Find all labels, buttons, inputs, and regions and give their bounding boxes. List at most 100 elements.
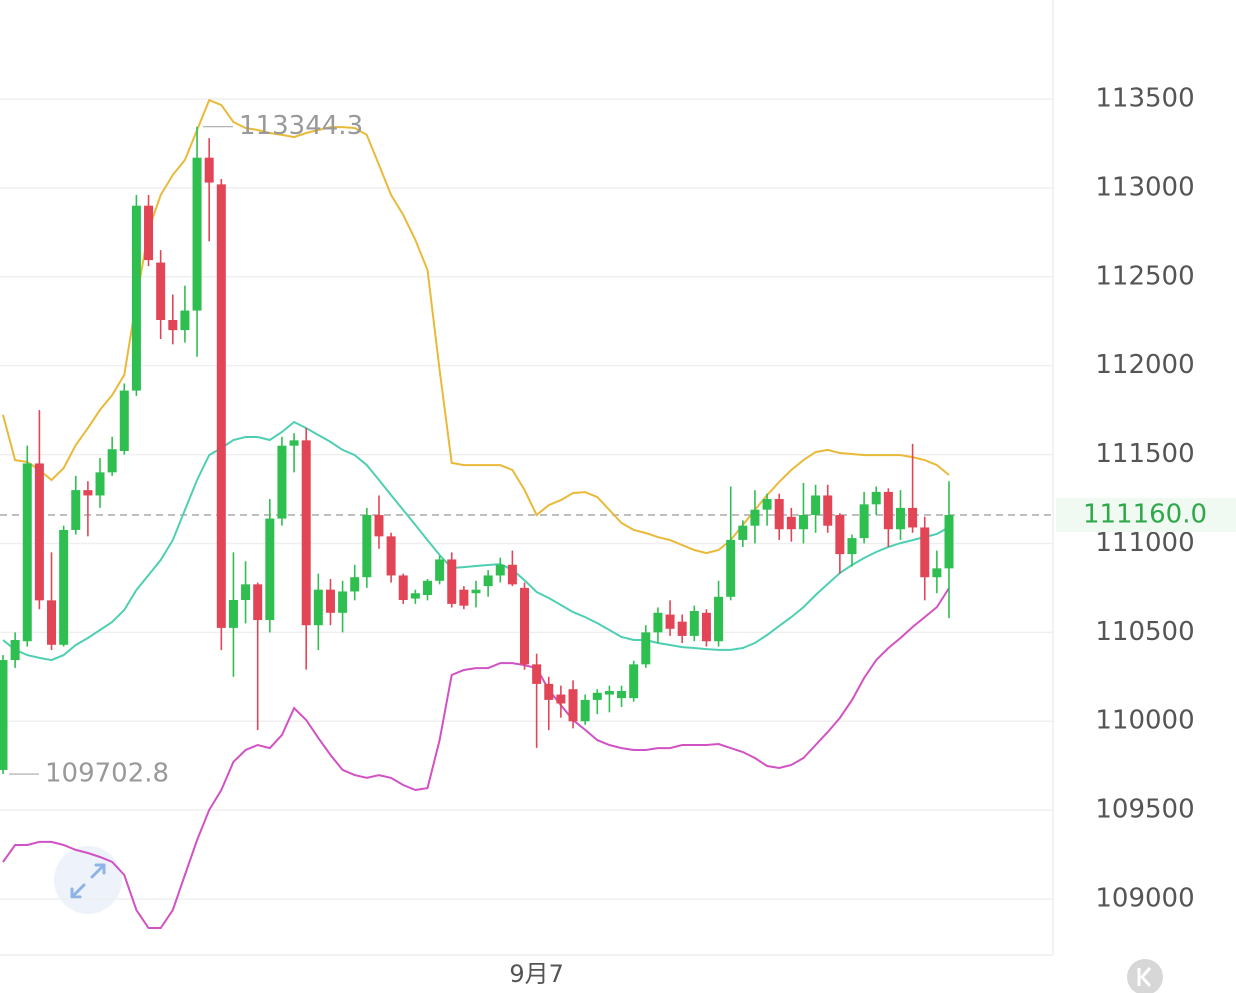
candle-body (544, 683, 554, 700)
candle-body (350, 577, 360, 592)
candle-body (495, 564, 505, 576)
candle-body (859, 504, 869, 539)
candle-body (253, 584, 263, 621)
candle-body (119, 390, 129, 452)
candle-body (556, 694, 566, 704)
candle-body (811, 495, 821, 516)
candle-body (47, 600, 57, 645)
candle-body (641, 632, 651, 665)
candle-body (714, 596, 724, 642)
candle-body (738, 525, 748, 540)
expand-icon-bg[interactable] (54, 846, 122, 914)
band-line (2, 420, 950, 662)
collapse-button[interactable] (1127, 959, 1163, 993)
candle-body (410, 593, 420, 599)
candle-body (580, 699, 590, 722)
y-tick-label: 113500 (1095, 84, 1194, 114)
candle-body (192, 157, 202, 311)
candle-body (701, 612, 711, 642)
candle-body (386, 536, 396, 576)
candle-body (908, 507, 918, 528)
candle-body (228, 599, 238, 628)
candle-body (629, 664, 639, 699)
candle-body (847, 538, 857, 555)
candle-body (338, 591, 348, 613)
candle-body (592, 692, 602, 700)
last-price-label: 111160.0 (1083, 500, 1207, 530)
y-tick-label: 112500 (1095, 261, 1194, 291)
candle-body (22, 463, 32, 642)
candle-body (10, 639, 20, 661)
candle-body (435, 559, 445, 581)
expand-icon[interactable] (54, 846, 122, 914)
candle-body (107, 449, 117, 473)
candle-body (325, 589, 335, 613)
y-tick-label: 110000 (1095, 706, 1194, 736)
candle-body (204, 157, 214, 183)
candle-body (265, 518, 275, 621)
candle-body (422, 580, 432, 596)
plot (0, 98, 1053, 929)
candle-body (144, 205, 154, 261)
collapse-button-bg[interactable] (1127, 959, 1163, 993)
max-marker-label: 113344.3 (239, 111, 363, 141)
candle-body (786, 516, 796, 530)
candle-body (168, 319, 178, 331)
y-tick-label: 109000 (1095, 884, 1194, 914)
candle-body (762, 499, 772, 510)
candle-body (289, 440, 299, 446)
candle-body (665, 614, 675, 629)
band-line (2, 98, 950, 555)
candle-body (617, 691, 627, 699)
candle-body (507, 564, 517, 585)
y-tick-label: 110500 (1095, 617, 1194, 647)
candle-body (774, 499, 784, 530)
y-tick-label: 112000 (1095, 350, 1194, 380)
candle-body (131, 205, 141, 391)
candle-body (520, 587, 530, 665)
last-price-box (1056, 498, 1236, 533)
y-tick-label: 111000 (1095, 528, 1194, 558)
y-tick-label: 113000 (1095, 172, 1194, 202)
band-line (2, 587, 950, 929)
candle-body (532, 664, 542, 684)
collapse-button-glyph[interactable] (1137, 967, 1152, 987)
expand-icon-glyph[interactable] (70, 863, 106, 899)
candle-body (823, 495, 833, 526)
candle-body (689, 611, 699, 636)
candle-body (71, 490, 81, 530)
candle-body (277, 445, 287, 519)
candle-body (871, 491, 881, 505)
candle-body (59, 529, 69, 645)
candle-body (932, 568, 942, 578)
candle-body (34, 463, 44, 601)
candle-body (653, 612, 663, 633)
candle-body (604, 691, 614, 695)
candle-body (216, 184, 226, 628)
candle-body (447, 559, 457, 604)
candle-body (374, 515, 384, 537)
candle-body (301, 440, 311, 626)
candle-body (726, 539, 736, 597)
candle-body (835, 515, 845, 555)
candle-body (241, 584, 251, 600)
candle-body (459, 589, 469, 606)
candle-body (895, 507, 905, 530)
candle-body (750, 509, 760, 526)
candle-body (362, 515, 372, 578)
candle-body (944, 515, 954, 569)
y-tick-label: 111500 (1095, 439, 1194, 469)
candle-body (83, 490, 93, 496)
candle-body (313, 589, 323, 626)
candle-body (471, 589, 481, 594)
candle-body (677, 621, 687, 636)
x-tick-label: 9月7 (509, 960, 564, 988)
min-marker-label: 109702.8 (45, 759, 169, 789)
y-tick-label: 109500 (1095, 795, 1194, 825)
candle-body (156, 262, 166, 320)
candle-body (398, 575, 408, 600)
candle-body (798, 515, 808, 530)
